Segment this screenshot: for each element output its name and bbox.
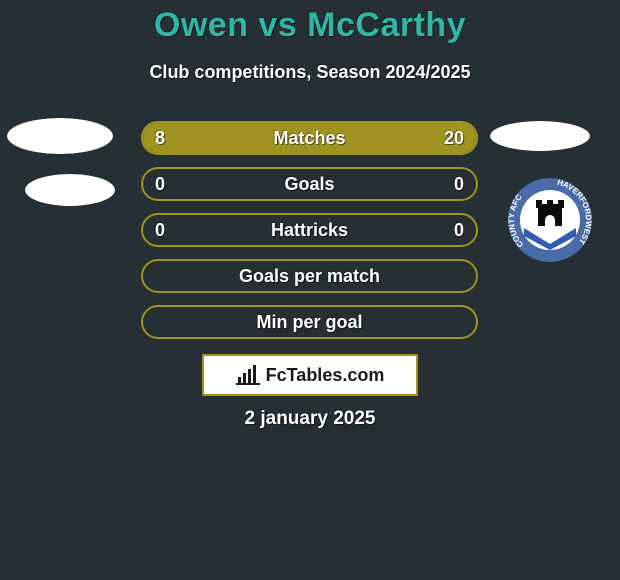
attribution-text: FcTables.com: [266, 365, 385, 386]
player-left-badge-mid: [25, 174, 115, 206]
comparison-infographic: Owen vs McCarthy Club competitions, Seas…: [0, 0, 620, 580]
stat-row-matches: Matches820: [141, 121, 478, 155]
footer-date: 2 january 2025: [0, 408, 620, 430]
stat-value-left: 0: [155, 169, 165, 199]
stat-label: Min per goal: [143, 307, 476, 337]
player-right-club-crest: HAVERFORDWEST COUNTY AFC: [508, 178, 592, 262]
stat-row-min-per-goal: Min per goal: [141, 305, 478, 339]
stat-row-goals: Goals0 0: [141, 167, 478, 201]
stat-value-left: 8: [155, 123, 165, 153]
stat-label: Goals per match: [143, 261, 476, 291]
chart-icon: [236, 365, 260, 385]
stat-value-right: 0: [454, 215, 464, 245]
attribution-box: FcTables.com: [202, 354, 418, 396]
page-title: Owen vs McCarthy: [0, 6, 620, 45]
stat-row-goals-per-match: Goals per match: [141, 259, 478, 293]
page-subtitle: Club competitions, Season 2024/2025: [0, 62, 620, 83]
stat-row-hattricks: Hattricks0 0: [141, 213, 478, 247]
stat-label: Goals: [143, 169, 476, 199]
player-left-badge-top: [7, 118, 113, 154]
stat-fill-right: [238, 123, 476, 153]
player-right-badge-top: [490, 121, 590, 151]
stat-value-left: 0: [155, 215, 165, 245]
stat-value-right: 0: [454, 169, 464, 199]
stat-label: Hattricks: [143, 215, 476, 245]
stat-value-right: 20: [444, 123, 464, 153]
